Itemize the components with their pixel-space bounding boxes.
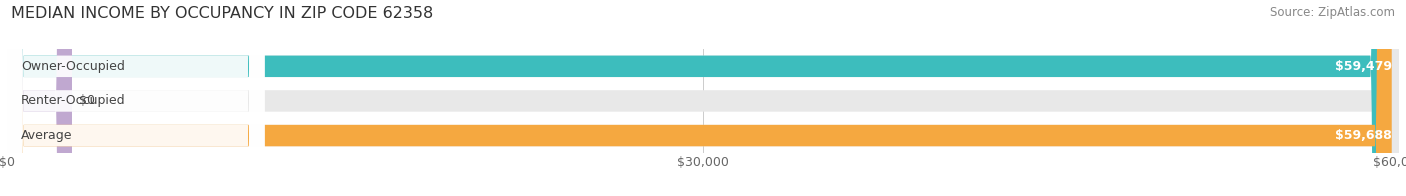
FancyBboxPatch shape	[7, 0, 264, 196]
FancyBboxPatch shape	[7, 0, 72, 196]
FancyBboxPatch shape	[7, 0, 1386, 196]
Text: Average: Average	[21, 129, 73, 142]
FancyBboxPatch shape	[7, 0, 264, 196]
Text: $59,479: $59,479	[1336, 60, 1392, 73]
Text: MEDIAN INCOME BY OCCUPANCY IN ZIP CODE 62358: MEDIAN INCOME BY OCCUPANCY IN ZIP CODE 6…	[11, 6, 433, 21]
FancyBboxPatch shape	[7, 0, 1399, 196]
Text: $59,688: $59,688	[1336, 129, 1392, 142]
Text: Owner-Occupied: Owner-Occupied	[21, 60, 125, 73]
FancyBboxPatch shape	[7, 0, 1399, 196]
FancyBboxPatch shape	[7, 0, 264, 196]
FancyBboxPatch shape	[7, 0, 1399, 196]
FancyBboxPatch shape	[7, 0, 1392, 196]
Text: $0: $0	[79, 94, 96, 107]
Text: Renter-Occupied: Renter-Occupied	[21, 94, 125, 107]
Text: Source: ZipAtlas.com: Source: ZipAtlas.com	[1270, 6, 1395, 19]
